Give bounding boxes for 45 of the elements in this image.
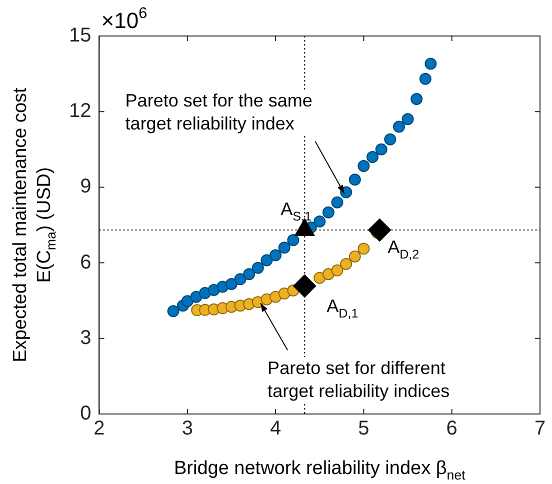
point xyxy=(278,242,290,254)
point xyxy=(234,273,246,286)
x-tick-label: 7 xyxy=(534,418,546,440)
point xyxy=(392,120,405,133)
point xyxy=(331,196,344,208)
y-tick-label: 6 xyxy=(80,251,92,274)
point xyxy=(260,254,273,266)
point xyxy=(375,143,388,156)
point xyxy=(368,218,392,242)
point xyxy=(270,249,282,262)
x-tick-label: 5 xyxy=(358,418,370,440)
point xyxy=(366,150,379,163)
point xyxy=(348,174,361,186)
annotation: Pareto set for different target reliability indices xyxy=(268,358,450,402)
point xyxy=(358,242,370,255)
point xyxy=(181,295,194,308)
point xyxy=(384,133,396,146)
x-tick-label: 4 xyxy=(270,418,282,440)
y-tick-label: 15 xyxy=(68,24,92,47)
point xyxy=(322,206,334,218)
point xyxy=(314,272,326,284)
point xyxy=(331,264,344,276)
point xyxy=(252,262,264,274)
point xyxy=(322,268,334,280)
y-tick-label: 3 xyxy=(80,326,92,349)
point xyxy=(348,250,361,262)
point xyxy=(287,234,300,246)
y-tick-label: 9 xyxy=(80,176,92,198)
point xyxy=(410,93,423,105)
point xyxy=(167,305,180,318)
point xyxy=(243,268,256,280)
point xyxy=(402,113,414,126)
point xyxy=(225,278,238,290)
point xyxy=(314,215,326,228)
point xyxy=(340,258,352,270)
point xyxy=(293,274,316,298)
y-tick-label: 12 xyxy=(68,100,92,122)
point xyxy=(419,72,432,85)
x-tick-label: 3 xyxy=(182,418,193,440)
point xyxy=(424,58,437,70)
point xyxy=(358,160,370,172)
x-tick-label: 6 xyxy=(446,418,458,440)
x-tick-label: 2 xyxy=(94,418,105,440)
y-tick-label: 0 xyxy=(80,402,92,425)
annotation: Pareto set for the same target reliability index xyxy=(125,90,312,134)
